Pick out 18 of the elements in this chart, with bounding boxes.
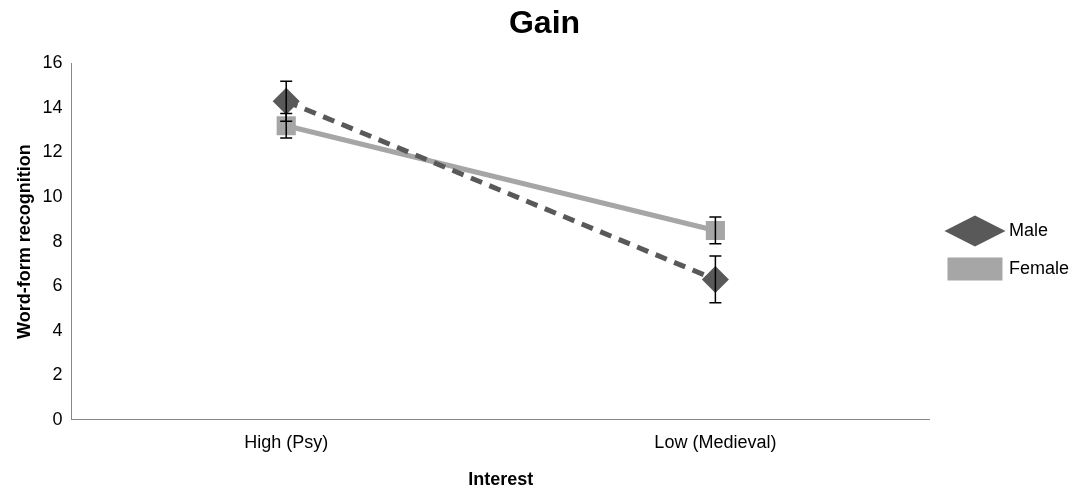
y-tick-label: 12 [42,141,63,162]
x-axis-title: Interest [468,469,534,490]
point [702,266,728,292]
y-tick-label: 0 [52,408,63,429]
y-tick-label: 2 [52,364,63,385]
y-tick-label: 14 [42,96,63,117]
x-tick-label: Low (Medieval) [654,431,777,452]
y-tick-label: 8 [52,230,63,251]
legend-label: Male [1008,219,1048,240]
y-tick-label: 6 [52,275,63,296]
y-axis-title: Word-form recognition [13,144,34,339]
y-tick-label: 16 [42,52,63,73]
x-tick-label: High (Psy) [244,431,329,452]
chart-title: Gain [508,4,581,41]
y-tick-label: 4 [52,319,63,340]
point [705,220,725,241]
legend-label: Female [1008,257,1070,278]
y-tick-label: 10 [42,186,63,207]
